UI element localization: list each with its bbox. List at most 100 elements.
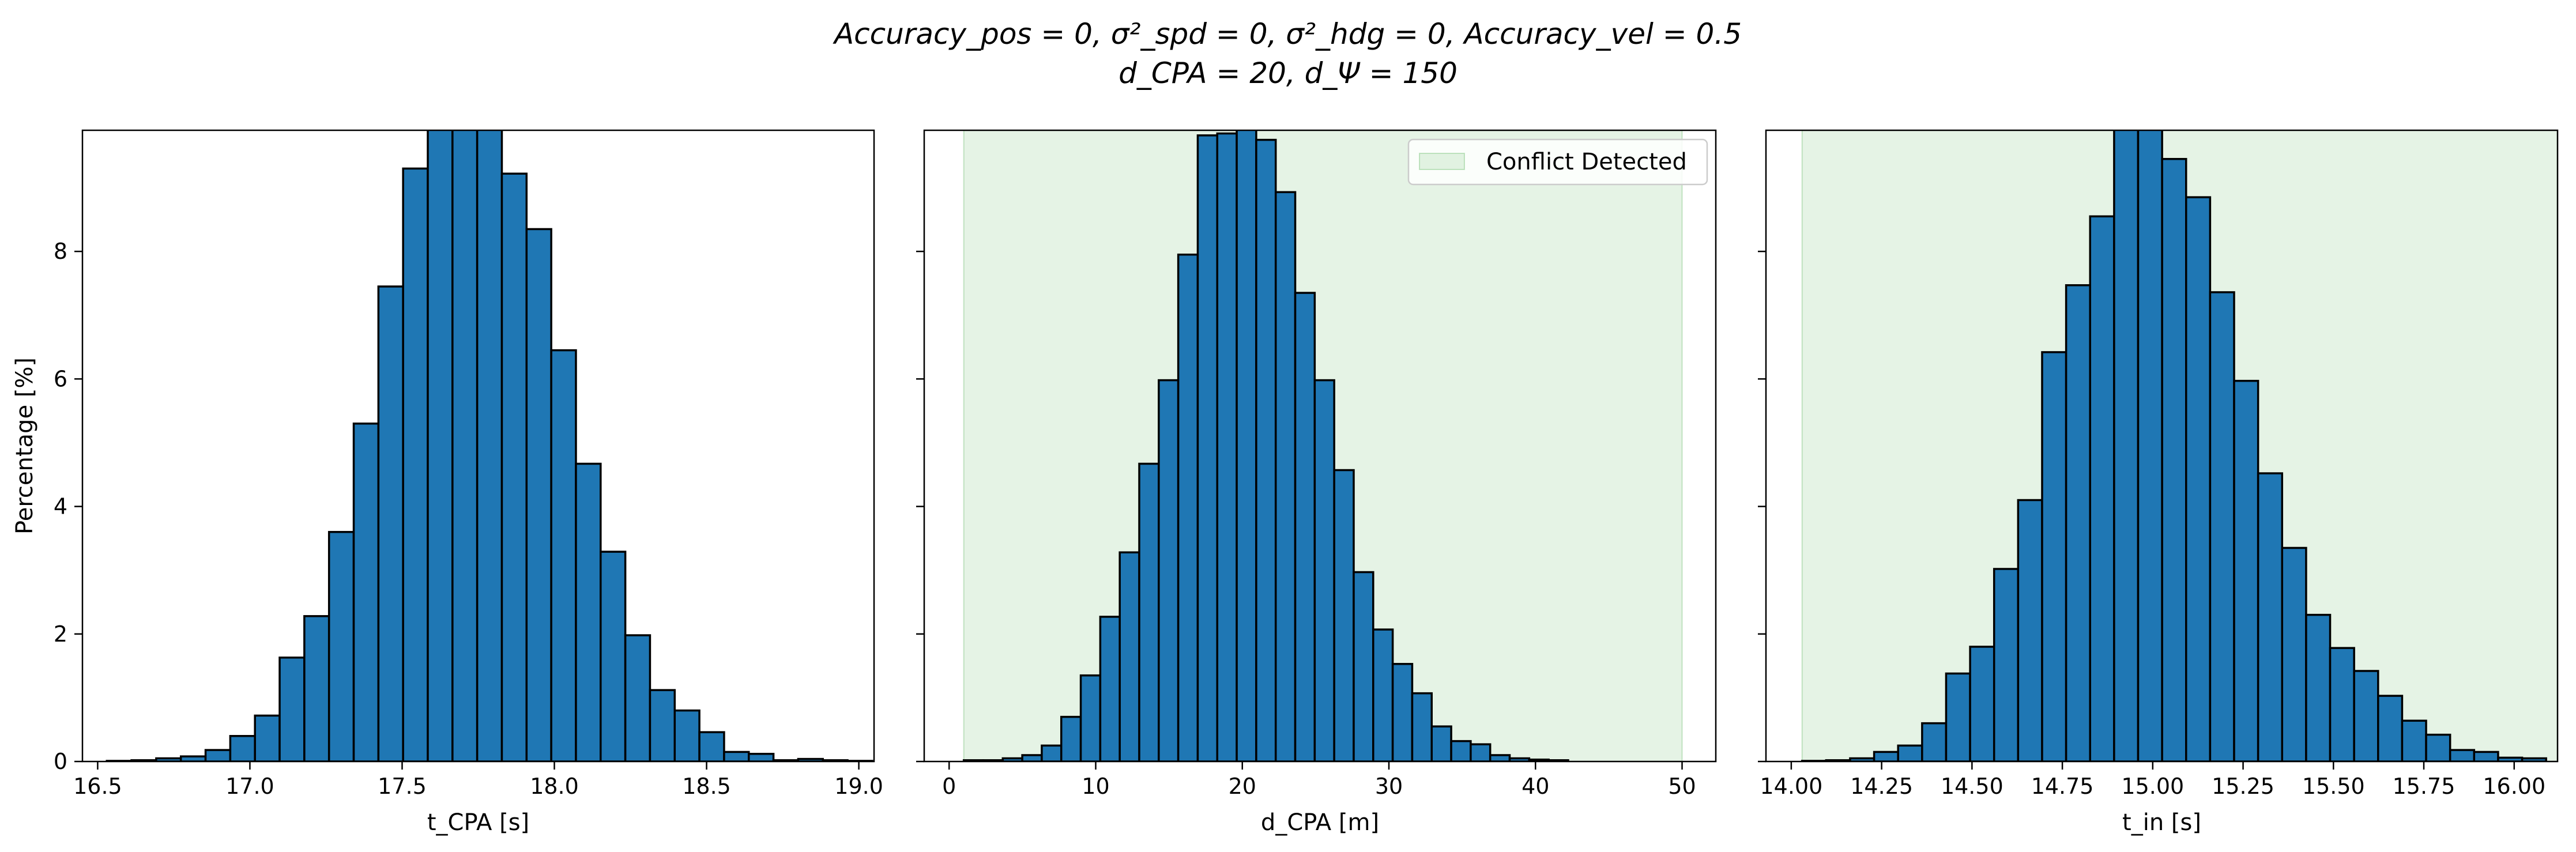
bar: [698, 731, 725, 761]
bar: [1041, 744, 1063, 761]
bars: [962, 130, 1569, 761]
x-tick-label: 17.0: [225, 774, 274, 799]
bar: [2473, 751, 2499, 761]
x-tick-label: 40: [1522, 774, 1549, 799]
plot-frame: [81, 129, 875, 763]
bar: [723, 751, 750, 761]
bar: [2353, 670, 2379, 761]
bar: [1021, 754, 1043, 761]
bar: [179, 755, 207, 761]
x-axis-label: t_in [s]: [2122, 809, 2201, 836]
bar: [1196, 134, 1219, 761]
bar: [2233, 379, 2259, 761]
plot-frame: [1765, 129, 2559, 763]
legend-label: Conflict Detected: [1486, 149, 1687, 175]
bar: [1294, 292, 1316, 761]
panel-2: 0 10 20 30 40 50 d_CPA [m] Conflict Detected: [916, 129, 1717, 836]
bar: [1158, 379, 1180, 761]
bar: [2329, 647, 2355, 761]
bar: [2281, 546, 2307, 761]
bar: [1138, 462, 1160, 761]
bar: [1333, 469, 1355, 761]
bar: [2089, 215, 2115, 761]
bars: [106, 130, 873, 761]
bar: [747, 752, 775, 761]
bar: [278, 656, 306, 761]
bar: [2377, 695, 2404, 761]
bar: [327, 531, 355, 761]
bar: [303, 615, 330, 761]
bar: [649, 689, 676, 761]
bar: [1897, 744, 1923, 761]
bar: [1099, 616, 1121, 761]
x-tick-label: 14.25: [1850, 774, 1913, 799]
x-tick-label: 10: [1082, 774, 1109, 799]
x-tick-label: 18.0: [530, 774, 579, 799]
bar: [1945, 672, 1971, 761]
bar: [1274, 191, 1297, 761]
bar: [2137, 130, 2163, 761]
legend-swatch: [1419, 153, 1465, 170]
figure-title-line1: Accuracy_pos = 0, σ²_spd = 0, σ²_hdg = 0…: [833, 17, 1742, 51]
panel-3: 14.00 14.25 14.50 14.75 15.00 15.25 15.50 15.75…: [1758, 129, 2559, 836]
bar: [1079, 674, 1102, 761]
y-tick-label: 2: [54, 621, 67, 647]
bar: [2425, 733, 2451, 761]
bar: [2161, 158, 2187, 761]
bar: [1118, 551, 1140, 761]
bar: [2065, 284, 2091, 761]
x-tick-label: 30: [1375, 774, 1403, 799]
x-tick-label: 15.00: [2121, 774, 2184, 799]
x-tick-label: 15.25: [2212, 774, 2274, 799]
bar: [204, 749, 232, 761]
y-tick-label: 4: [54, 494, 67, 519]
legend: Conflict Detected: [1407, 138, 1708, 186]
bar: [254, 714, 281, 761]
bar: [1177, 253, 1199, 761]
x-tick-label: 18.5: [682, 774, 731, 799]
bar: [2521, 757, 2547, 761]
bar: [673, 709, 701, 761]
x-tick-label: 0: [942, 774, 956, 799]
bar: [1313, 379, 1335, 761]
bar: [1489, 754, 1511, 761]
bar: [2017, 499, 2043, 761]
bar: [1255, 138, 1277, 761]
bar: [575, 462, 602, 761]
bar: [1411, 692, 1433, 761]
bar: [624, 634, 651, 761]
panel-1: 16.5 17.0 17.5 18.0 18.5 19.0 0 2 4 6 8 t_CPA [s] Pe…: [12, 129, 883, 836]
bar: [229, 735, 256, 761]
x-tick-label: 16.00: [2483, 774, 2545, 799]
bar: [2185, 196, 2212, 761]
bar: [352, 423, 380, 761]
bar: [2257, 472, 2284, 761]
bar: [2305, 613, 2332, 761]
figure-title-line2: d_CPA = 20, d_Ψ = 150: [1118, 56, 1458, 90]
bar: [377, 285, 404, 761]
bar: [600, 551, 627, 761]
bar: [525, 228, 552, 761]
bar: [1921, 722, 1948, 761]
x-tick-label: 20: [1229, 774, 1256, 799]
bar: [1470, 743, 1492, 761]
bar: [1873, 751, 1899, 761]
x-tick-label: 16.5: [73, 774, 122, 799]
x-tick-label: 50: [1668, 774, 1696, 799]
bar: [550, 349, 577, 761]
bar: [402, 167, 429, 761]
bar: [451, 130, 479, 761]
bar: [2209, 291, 2235, 761]
x-tick-label: 14.00: [1760, 774, 1822, 799]
bar: [1216, 132, 1238, 761]
bar: [427, 130, 454, 761]
bar: [2041, 351, 2067, 761]
x-axis-label: t_CPA [s]: [427, 809, 529, 836]
bar: [1430, 725, 1452, 761]
y-axis-label: Percentage [%]: [12, 357, 38, 534]
bar: [1450, 740, 1472, 761]
x-axis-label: d_CPA [m]: [1261, 809, 1379, 836]
bar: [1353, 571, 1374, 761]
bar: [500, 172, 528, 761]
legend-box: [1407, 138, 1708, 186]
